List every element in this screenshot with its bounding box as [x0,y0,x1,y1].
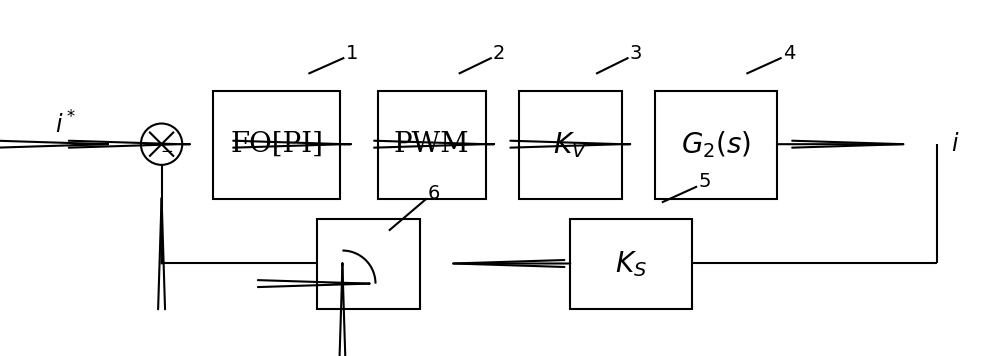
Text: −: − [161,144,174,159]
Bar [378,91,486,199]
Bar [519,91,622,199]
Text: 5: 5 [698,172,711,191]
Text: 6: 6 [428,184,440,204]
Text: $G_2(s)$: $G_2(s)$ [681,129,751,160]
Bar [213,91,340,199]
Text: $i^*$: $i^*$ [55,112,76,139]
Bar [317,219,420,309]
Text: $i$: $i$ [951,132,960,156]
Text: $K_V$: $K_V$ [553,130,588,159]
Text: 4: 4 [783,43,795,63]
Text: 1: 1 [346,43,358,63]
Text: 2: 2 [493,43,505,63]
Text: 3: 3 [630,43,642,63]
Text: FO[PI]: FO[PI] [230,131,323,158]
Text: $K_S$: $K_S$ [615,249,647,279]
Text: PWM: PWM [394,131,469,158]
Bar [570,219,692,309]
Bar [655,91,777,199]
